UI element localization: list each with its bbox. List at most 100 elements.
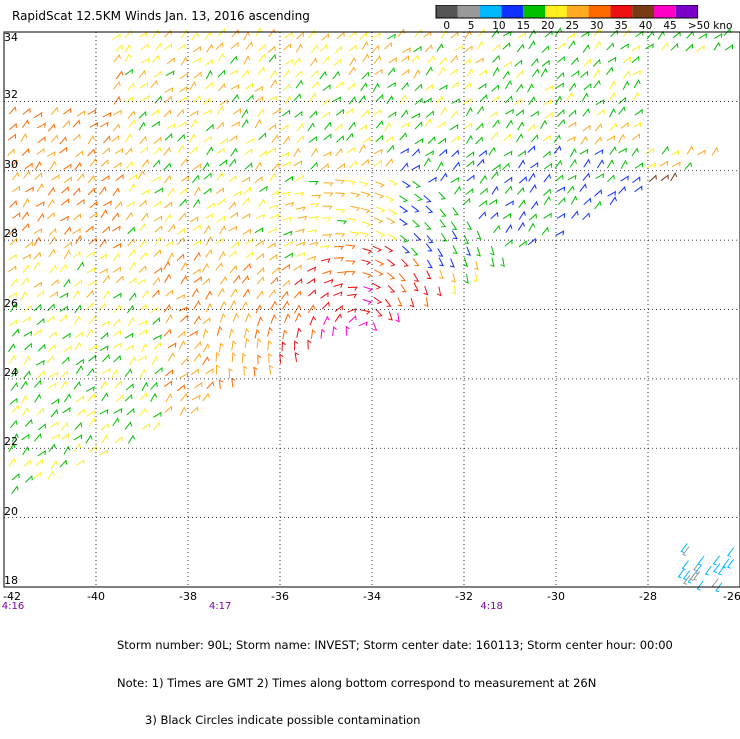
- wind-barb: [321, 217, 332, 222]
- wind-barb: [190, 368, 199, 376]
- wind-barb: [86, 251, 95, 258]
- wind-barb: [115, 173, 124, 181]
- wind-barb: [193, 300, 201, 310]
- wind-barb: [36, 183, 44, 193]
- colorbar-label: 20: [541, 20, 554, 31]
- wind-barb: [672, 31, 681, 39]
- wind-barb: [476, 105, 485, 115]
- wind-barb: [711, 578, 719, 588]
- wind-barb: [360, 191, 371, 198]
- wind-barb: [436, 286, 442, 297]
- wind-barb: [112, 33, 121, 40]
- wind-barb: [711, 146, 719, 156]
- wind-barb: [85, 225, 94, 233]
- wind-barb: [11, 171, 20, 181]
- wind-barb: [257, 108, 265, 118]
- wind-barb: [438, 191, 446, 200]
- wind-barb: [345, 179, 356, 186]
- wind-barb: [267, 326, 273, 337]
- wind-barb: [375, 93, 384, 102]
- wind-barb: [631, 45, 640, 52]
- wind-barb: [189, 330, 198, 337]
- wind-barb: [11, 433, 19, 443]
- wind-barb: [374, 259, 385, 267]
- wind-barb: [48, 236, 57, 245]
- wind-barb: [401, 68, 410, 76]
- wind-barb: [441, 29, 448, 39]
- wind-barb: [411, 205, 420, 213]
- wind-barb: [258, 43, 266, 52]
- wind-barb: [397, 28, 406, 38]
- wind-barb: [50, 421, 59, 428]
- wind-barb: [63, 393, 72, 403]
- colorbar-swatch: [675, 5, 698, 18]
- wind-barb: [555, 27, 563, 37]
- wind-barb: [219, 99, 228, 106]
- wind-barb: [347, 82, 356, 90]
- wind-barb: [163, 380, 172, 388]
- wind-barb: [8, 354, 17, 364]
- wind-barb: [438, 66, 446, 76]
- wind-barb: [141, 158, 150, 168]
- wind-barb: [311, 194, 322, 199]
- wind-barb: [193, 94, 201, 103]
- wind-barb: [594, 123, 603, 132]
- wind-barb: [241, 212, 251, 220]
- wind-barb: [582, 172, 591, 181]
- wind-barb: [49, 264, 58, 274]
- wind-barb: [191, 31, 199, 41]
- wind-barb: [631, 55, 640, 64]
- wind-barb: [335, 81, 344, 89]
- wind-barb: [72, 133, 81, 142]
- time-label: 4:17: [208, 601, 232, 612]
- wind-barb: [63, 163, 72, 170]
- wind-barb: [713, 41, 721, 51]
- wind-barb: [595, 173, 604, 180]
- wind-barb: [48, 443, 56, 452]
- wind-barb: [165, 70, 175, 77]
- wind-barb: [46, 151, 56, 157]
- wind-barb: [425, 110, 434, 118]
- wind-barb: [269, 69, 278, 79]
- wind-barb: [164, 95, 173, 104]
- wind-barb: [191, 287, 199, 298]
- colorbar-label: 5: [468, 20, 475, 31]
- wind-barb: [516, 186, 525, 195]
- wind-barb: [501, 162, 510, 171]
- wind-barb: [320, 44, 328, 53]
- wind-barb: [309, 315, 317, 326]
- wind-barb: [258, 132, 267, 140]
- wind-barb: [544, 111, 553, 119]
- wind-barb: [267, 340, 272, 351]
- wind-barb: [502, 42, 511, 50]
- wind-barb: [372, 245, 383, 253]
- wind-barb: [516, 43, 525, 53]
- colorbar-label: 35: [614, 20, 627, 31]
- wind-barb: [478, 211, 487, 220]
- wind-barb: [206, 380, 215, 390]
- storm-info: Storm number: 90L; Storm name: INVEST; S…: [117, 614, 673, 739]
- wind-barb: [528, 213, 537, 221]
- wind-barb: [704, 565, 712, 576]
- wind-barb: [348, 96, 357, 105]
- wind-barb: [59, 292, 69, 299]
- wind-barb: [202, 356, 210, 366]
- wind-barb: [37, 343, 46, 352]
- colorbar-label: >50 knots: [688, 20, 733, 31]
- wind-barb: [362, 272, 373, 278]
- wind-barb: [11, 368, 19, 378]
- wind-barb: [257, 66, 266, 75]
- wind-barb: [228, 249, 237, 258]
- wind-barb: [476, 40, 484, 50]
- wind-barb: [553, 134, 561, 143]
- wind-barb: [74, 341, 82, 351]
- wind-barb: [204, 213, 214, 219]
- wind-barb: [21, 211, 29, 220]
- wind-barb: [502, 70, 510, 80]
- wind-barb: [334, 179, 346, 185]
- wind-barb: [412, 219, 421, 228]
- wind-barb: [609, 108, 616, 118]
- wind-barb: [138, 329, 148, 336]
- wind-barb: [163, 43, 173, 51]
- wind-barb: [293, 290, 302, 299]
